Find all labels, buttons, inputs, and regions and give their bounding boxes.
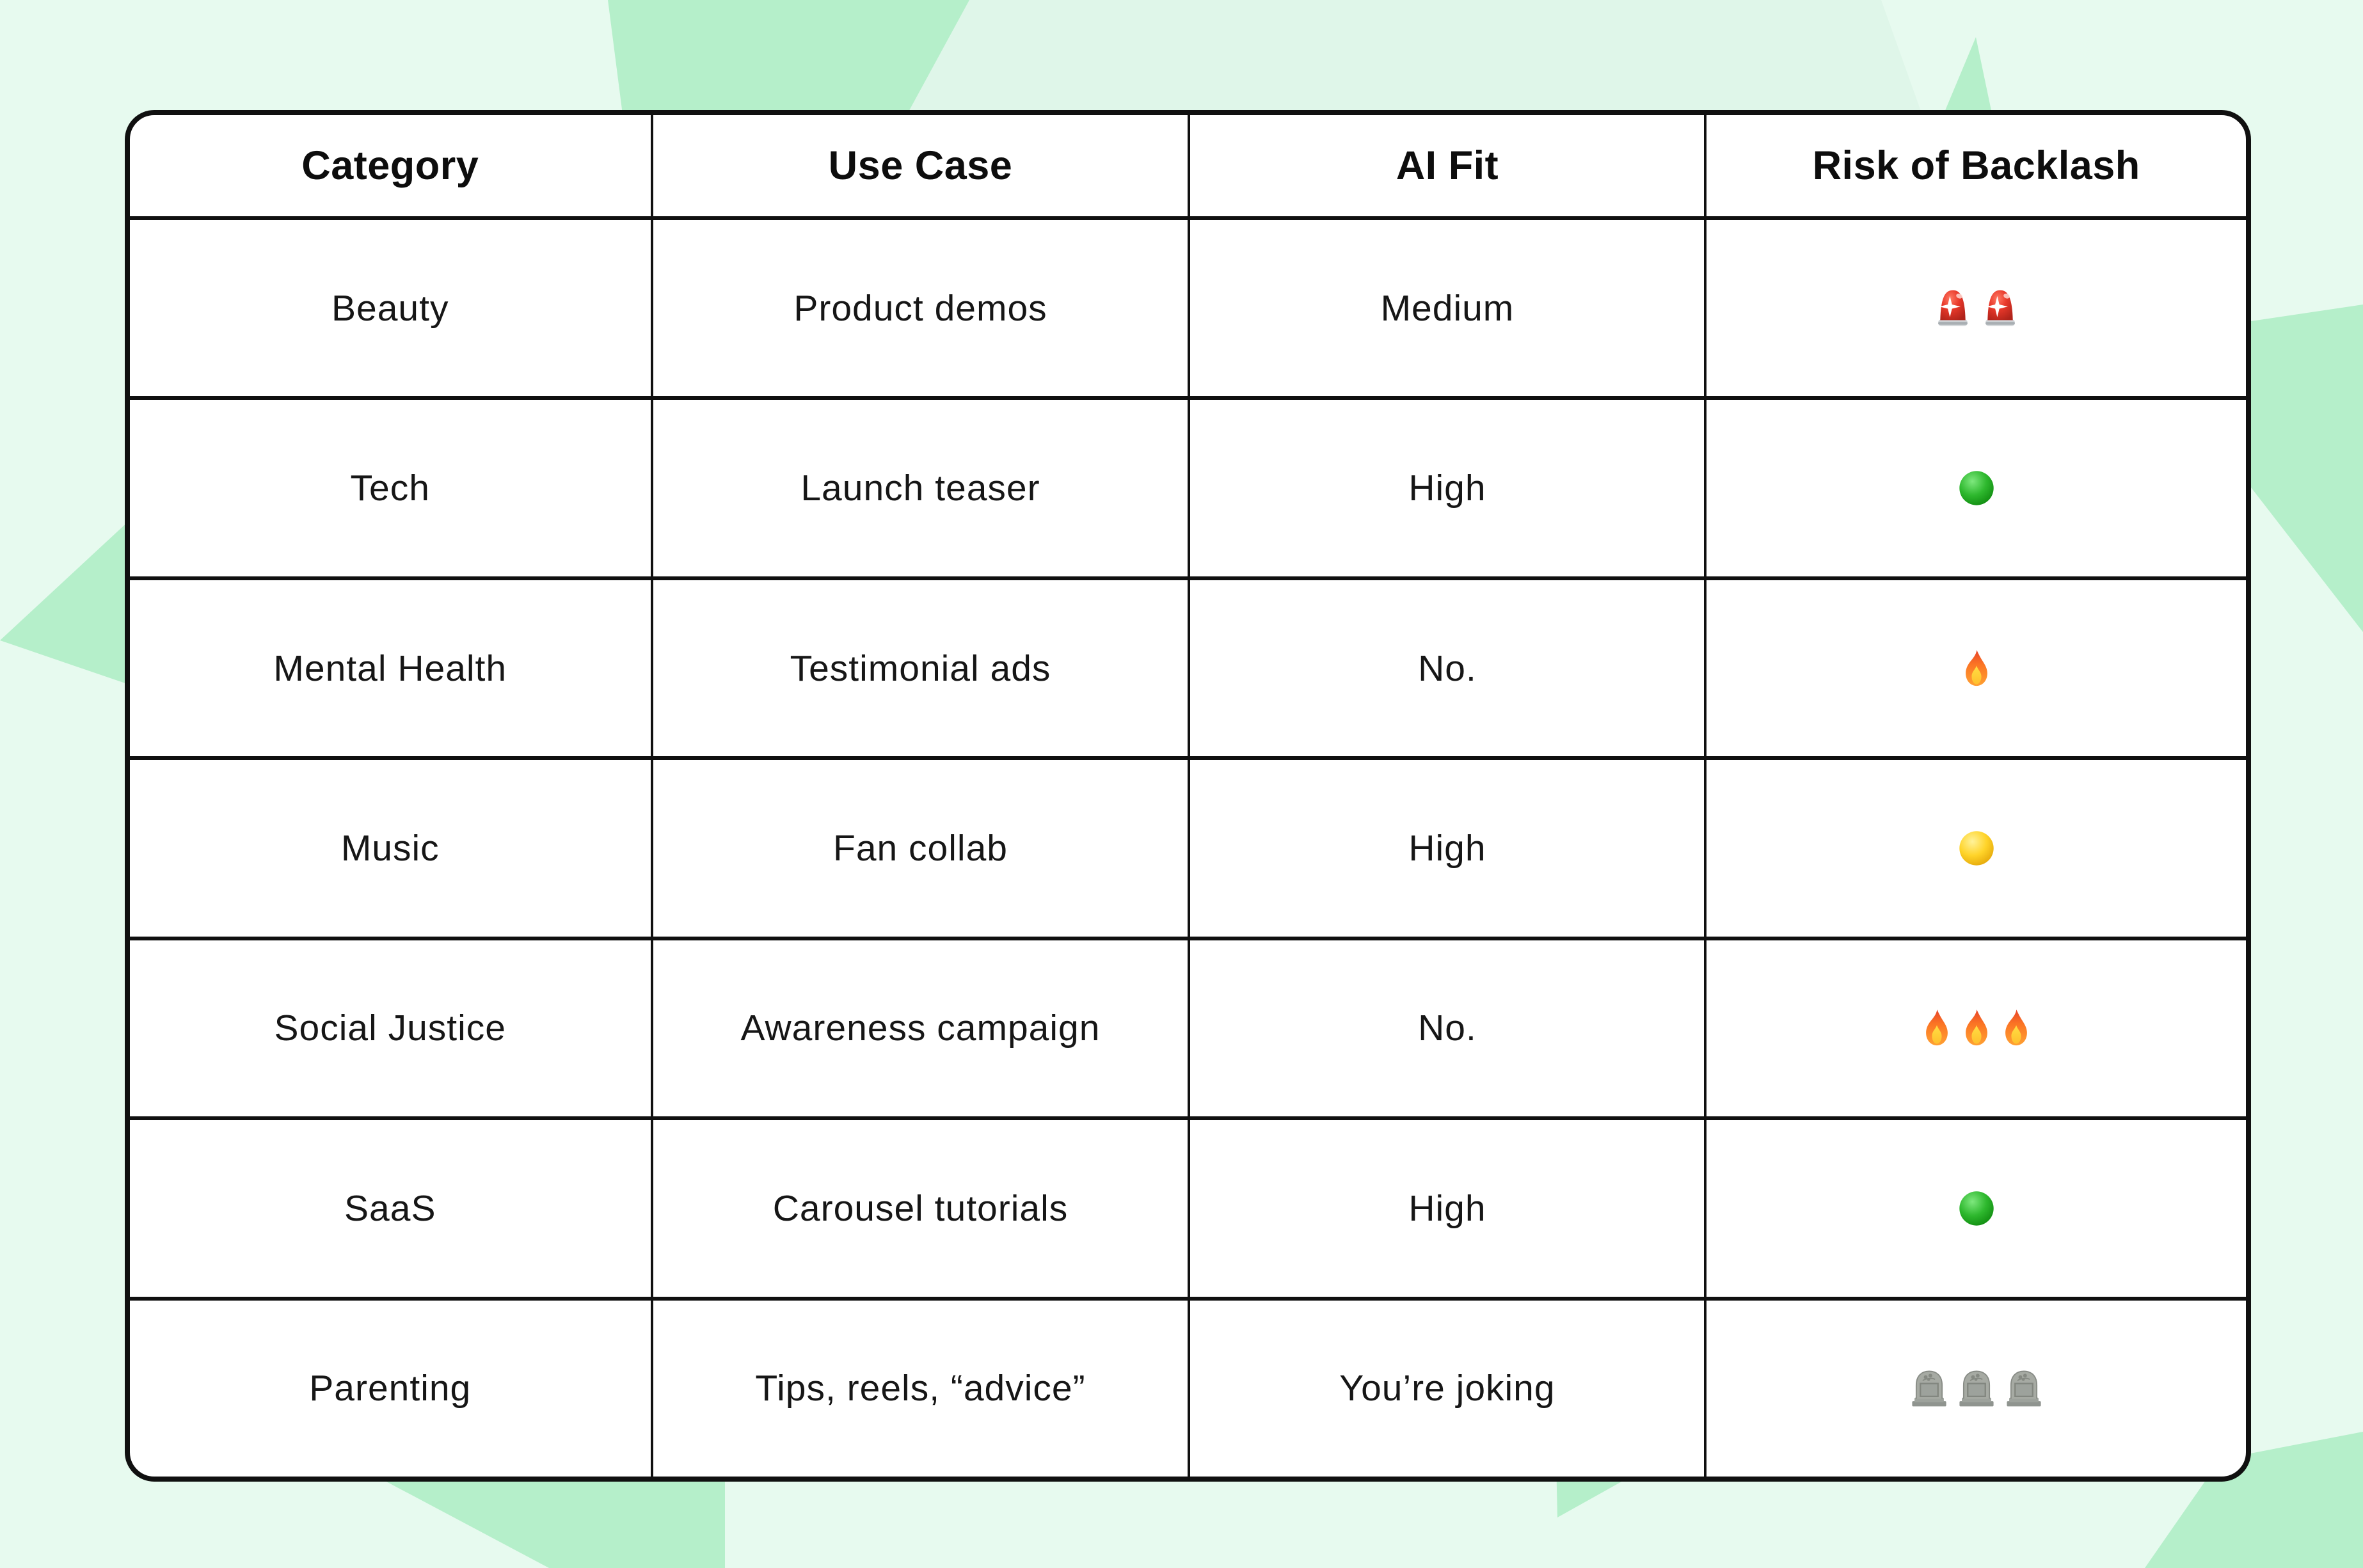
cell-category: Tech (130, 396, 651, 576)
cell-ai-fit: High (1188, 1116, 1705, 1297)
cell-use-case: Product demos (650, 216, 1188, 397)
cell-risk (1704, 756, 2246, 937)
cell-category: SaaS (130, 1116, 651, 1296)
column-header-use-case: Use Case (650, 115, 1188, 216)
cell-use-case: Testimonial ads (650, 576, 1188, 757)
background-bright-polygon-bottom-right (2145, 1432, 2363, 1568)
cell-ai-fit: No. (1188, 576, 1705, 757)
risk-icons (1932, 287, 2021, 329)
cell-ai-fit: High (1188, 756, 1705, 937)
yellow-circle-icon (1959, 831, 1994, 866)
cell-category: Mental Health (130, 576, 651, 756)
cell-use-case: Launch teaser (650, 396, 1188, 576)
cell-use-case: Awareness campaign (650, 936, 1188, 1117)
risk-icons (1959, 648, 1994, 689)
cell-category: Music (130, 756, 651, 936)
column-header-category: Category (301, 143, 479, 188)
fire-icon (1925, 1010, 1948, 1046)
cell-risk (1704, 216, 2246, 397)
cell-ai-fit: Medium (1188, 216, 1705, 397)
cell-risk (1704, 396, 2246, 576)
cell-use-case: Fan collab (650, 756, 1188, 937)
cell-ai-fit: You’re joking (1188, 1296, 1705, 1477)
fire-icon (1965, 1010, 1987, 1046)
risk-icons (1957, 828, 1996, 868)
risk-icons (1920, 1008, 2033, 1049)
green-circle-icon (1959, 471, 1994, 505)
risk-icons (1957, 1189, 1996, 1228)
police-light-icon (1985, 290, 2015, 326)
cell-risk (1704, 576, 2246, 757)
police-light-icon (1937, 290, 1968, 326)
background-bright-band-right (2251, 305, 2363, 632)
fire-icon (1965, 649, 1987, 686)
cell-risk (1704, 1296, 2246, 1477)
risk-comparison-table: Category Use Case AI Fit Risk of Backlas… (125, 110, 2251, 1482)
cell-use-case: Carousel tutorials (650, 1116, 1188, 1297)
headstone-icon (1959, 1370, 1994, 1407)
risk-icons (1908, 1367, 2045, 1409)
cell-category: Social Justice (130, 936, 651, 1116)
headstone-icon (1912, 1370, 1946, 1407)
cell-ai-fit: High (1188, 396, 1705, 576)
table-grid: Category Use Case AI Fit Risk of Backlas… (130, 115, 2246, 1477)
risk-icons (1957, 468, 1996, 508)
fire-icon (2005, 1010, 2027, 1046)
cell-risk (1704, 936, 2246, 1117)
column-header-ai-fit: AI Fit (1188, 115, 1704, 216)
cell-use-case: Tips, reels, “advice” (650, 1296, 1188, 1477)
cell-category: Parenting (130, 1296, 651, 1477)
green-circle-icon (1959, 1191, 1994, 1226)
cell-risk (1704, 1116, 2246, 1297)
column-header-risk-of-backlash: Risk of Backlash (1704, 115, 2246, 216)
headstone-icon (2007, 1370, 2041, 1407)
cell-category: Beauty (130, 216, 651, 396)
cell-ai-fit: No. (1188, 936, 1705, 1117)
